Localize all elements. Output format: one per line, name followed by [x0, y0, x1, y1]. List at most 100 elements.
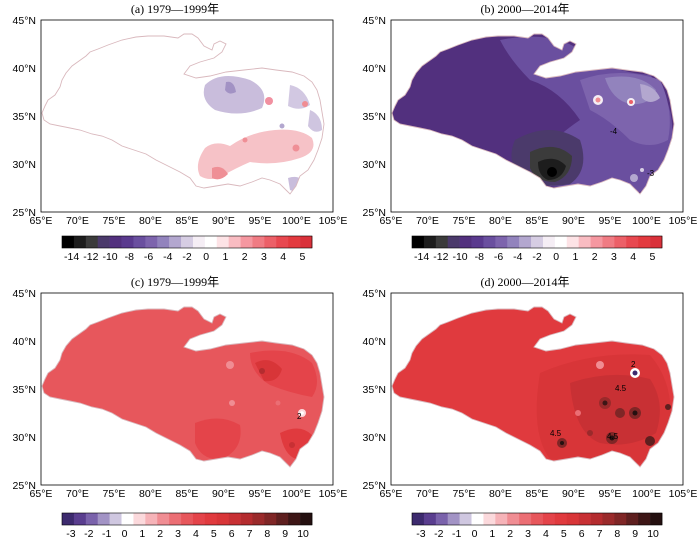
colorbar-label: -2	[84, 528, 93, 540]
colorbar-swatch	[264, 513, 277, 525]
field-shading	[392, 307, 674, 467]
colorbar-swatch	[216, 513, 229, 525]
lat-label: 45°N	[363, 15, 386, 27]
colorbar-label: -2	[532, 251, 541, 263]
colorbar-swatch	[423, 513, 437, 525]
colorbar-label: 5	[649, 251, 655, 263]
colorbar-swatch	[109, 236, 122, 248]
lon-label: 80°E	[139, 488, 162, 500]
colorbar-swatch	[204, 236, 218, 248]
colorbar-swatch	[73, 236, 87, 248]
lon-label: 70°E	[416, 488, 439, 500]
colorbar-label: -4	[163, 251, 172, 263]
colorbar: -3 -2 -1 0 1 2 3 4 5 6 7 8 9 10	[411, 512, 663, 540]
colorbar-frame	[411, 512, 663, 526]
colorbar-swatch	[459, 236, 472, 248]
panel-title: (c) 1979—1999年	[131, 275, 219, 289]
lon-axis: 65°E 70°E 75°E 80°E 85°E 90°E 95°E 100°E…	[30, 488, 348, 500]
lon-label: 80°E	[489, 488, 512, 500]
lon-label: 90°E	[212, 488, 235, 500]
lat-label: 25°N	[13, 480, 36, 492]
colorbar-label: -6	[144, 251, 153, 263]
colorbar-label: 0	[122, 528, 128, 540]
map-b: (b) 2000—2014年 -4 -3 45°N 40°N 35°N 3 0	[363, 2, 698, 263]
colorbar-swatch	[495, 236, 508, 248]
colorbar-label: -1	[102, 528, 111, 540]
colorbar-label: -6	[494, 251, 503, 263]
colorbar-label: 4	[543, 528, 549, 540]
colorbar-swatch	[531, 513, 544, 525]
colorbar-label: -4	[513, 251, 522, 263]
colorbar-swatch	[288, 236, 301, 248]
lat-label: 35°N	[13, 384, 36, 396]
lat-label: 35°N	[13, 111, 36, 123]
colorbar-swatch	[412, 236, 425, 248]
colorbar-swatch	[85, 513, 99, 525]
colorbar-label: 0	[472, 528, 478, 540]
colorbar-swatch	[276, 236, 289, 248]
colorbar-swatch	[590, 236, 603, 248]
colorbar-swatch	[157, 236, 170, 248]
lat-label: 25°N	[13, 207, 36, 219]
lat-label: 35°N	[363, 384, 386, 396]
lat-label: 40°N	[363, 63, 386, 75]
lat-axis: 45°N 40°N 35°N 30°N 25°N	[363, 288, 386, 492]
colorbar-label: 3	[261, 251, 267, 263]
colorbar-label: -2	[182, 251, 191, 263]
lon-label: 95°E	[249, 488, 272, 500]
colorbar-swatch	[471, 236, 484, 248]
colorbar-swatch	[169, 513, 182, 525]
map-a: (a) 1979—1999年 45°N 40°N 35°N 30°N 25°N …	[13, 2, 348, 263]
colorbar-swatch	[614, 513, 627, 525]
colorbar-swatch	[650, 236, 663, 248]
panel-c: (c) 1979—1999年 2 45°N 40°N 35°N 30°N 25°…	[0, 273, 350, 543]
colorbar-label: 8	[614, 528, 620, 540]
lat-label: 45°N	[13, 288, 36, 300]
colorbar-swatch	[300, 513, 313, 525]
lon-label: 100°E	[282, 488, 311, 500]
colorbar-swatch	[650, 513, 663, 525]
lon-label: 100°E	[632, 215, 661, 227]
lat-label: 30°N	[363, 432, 386, 444]
contour-label: -3	[647, 169, 655, 178]
lat-label: 25°N	[363, 207, 386, 219]
colorbar-label: 10	[647, 528, 659, 540]
lon-label: 80°E	[489, 215, 512, 227]
lat-label: 40°N	[13, 63, 36, 75]
colorbar-swatch	[531, 236, 544, 248]
lon-label: 105°E	[319, 215, 348, 227]
colorbar-label: -14	[414, 251, 429, 263]
colorbar-swatch	[542, 513, 556, 525]
panel-d: (d) 2000—2014年 2 4.5 4.5 4.5	[350, 273, 700, 543]
colorbar-label: -8	[475, 251, 484, 263]
colorbar-swatch	[228, 236, 241, 248]
lon-label: 70°E	[66, 215, 89, 227]
colorbar-label: -3	[66, 528, 75, 540]
colorbar: -14 -12 -10 -8 -6 -4 -2 0 1 2 3 4 5	[61, 235, 313, 263]
colorbar-label: 6	[229, 528, 235, 540]
lat-label: 40°N	[13, 336, 36, 348]
colorbar-label: 5	[561, 528, 567, 540]
colorbar-frame	[61, 235, 313, 249]
contour-label: 4.5	[607, 432, 619, 441]
colorbar-swatch	[252, 513, 265, 525]
lon-label: 90°E	[562, 488, 585, 500]
colorbar-swatch	[109, 513, 122, 525]
colorbar-label: 2	[507, 528, 513, 540]
contour-label: 4.5	[615, 384, 627, 393]
colorbar-label: 1	[223, 251, 229, 263]
lat-label: 40°N	[363, 336, 386, 348]
lon-label: 65°E	[380, 488, 403, 500]
lat-label: 35°N	[363, 111, 386, 123]
colorbar-swatch	[97, 513, 110, 525]
lon-label: 75°E	[103, 488, 126, 500]
panel-title: (b) 2000—2014年	[481, 2, 570, 16]
colorbar-swatch	[554, 236, 568, 248]
colorbar-swatch	[542, 236, 556, 248]
lat-label: 30°N	[13, 159, 36, 171]
colorbar-label: 4	[630, 251, 636, 263]
colorbar-swatch	[626, 513, 639, 525]
panel-title: (a) 1979—1999年	[131, 2, 219, 16]
colorbar-label: 6	[579, 528, 585, 540]
colorbar-swatch	[638, 236, 651, 248]
